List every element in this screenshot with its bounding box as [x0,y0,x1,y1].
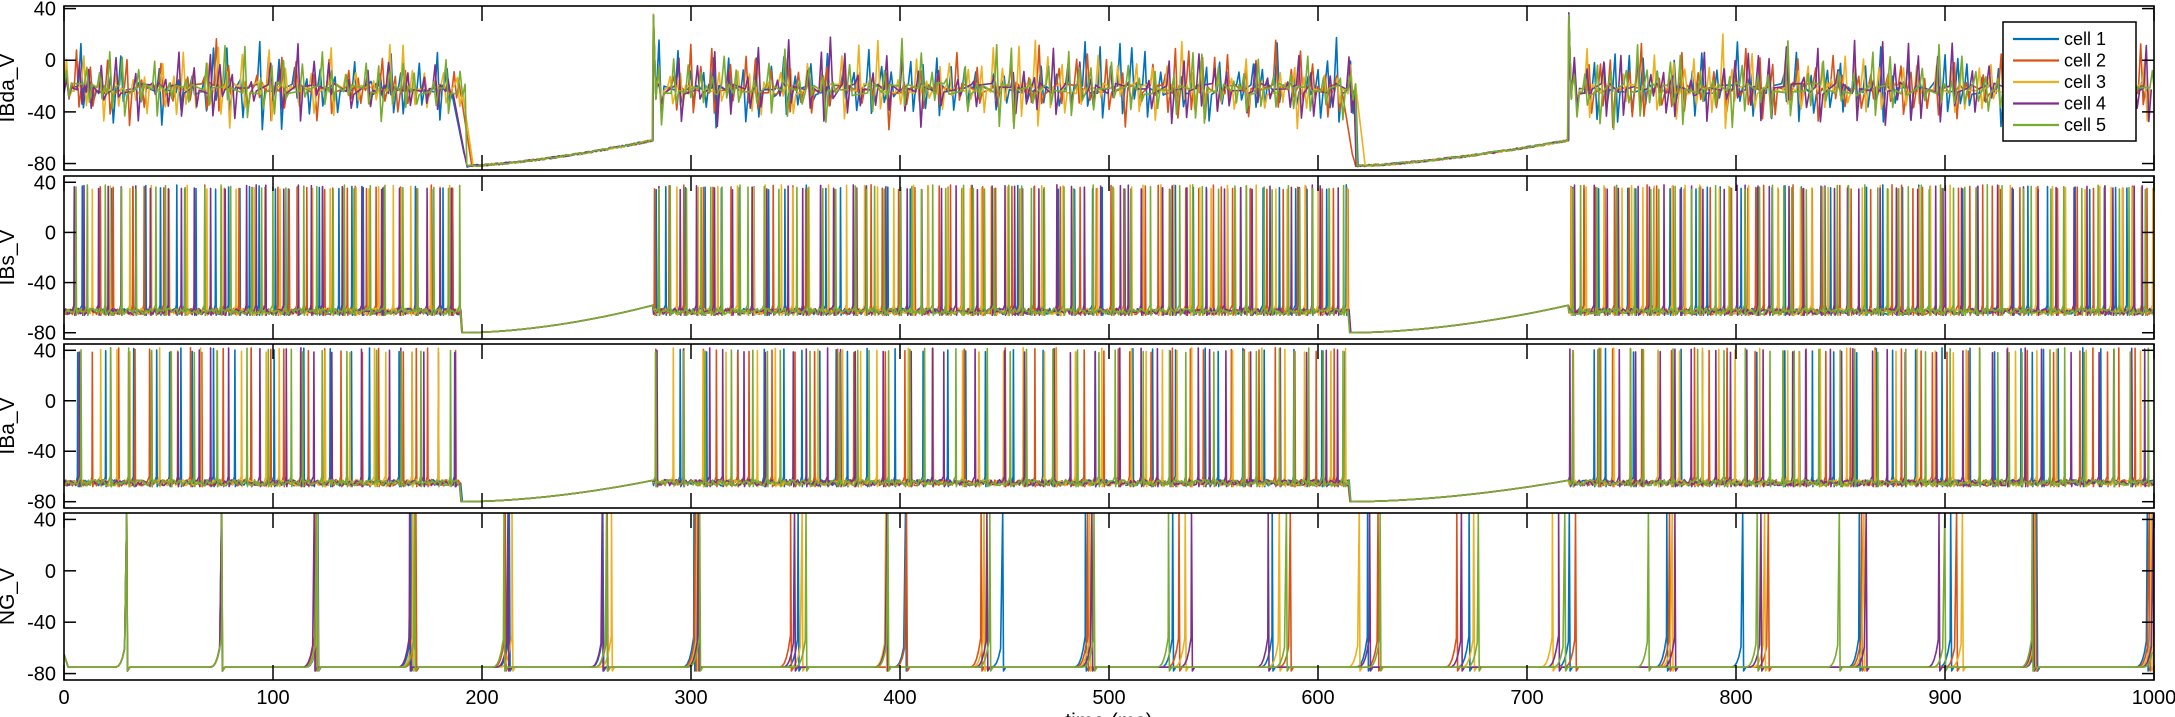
y-tick-label: 0 [45,561,56,583]
legend-entry: cell 2 [2064,51,2106,71]
y-tick-label: 40 [34,340,56,362]
x-tick-label: 500 [1092,687,1125,709]
y-tick-label: -40 [27,273,56,295]
x-tick-label: 100 [256,687,289,709]
x-tick-label: 600 [1301,687,1334,709]
y-tick-label: 40 [34,509,56,531]
y-tick-label: -40 [27,441,56,463]
y-tick-label: 0 [45,50,56,72]
x-tick-label: 400 [883,687,916,709]
x-tick-label: 800 [1719,687,1752,709]
y-tick-label: -80 [27,154,56,176]
series-line-cell-5 [64,347,2153,503]
x-tick-label: 0 [58,687,69,709]
series-line-cell-5 [64,14,2154,168]
x-tick-label: 300 [674,687,707,709]
x-axis-label: time (ms) [1065,710,1153,717]
y-tick-label: 0 [45,391,56,413]
series-line-cell-5 [64,513,2154,672]
y-tick-label: -80 [27,323,56,345]
y-tick-label: -80 [27,664,56,686]
x-tick-label: 1000 [2132,687,2175,709]
x-tick-label: 200 [465,687,498,709]
panel-NG_V: 40 0 -40 -80 NG_V [0,509,2155,686]
series-line-cell-4 [64,513,2154,672]
x-tick-label: 700 [1510,687,1543,709]
y-tick-label: -40 [27,612,56,634]
y-tick-label: 40 [34,172,56,194]
x-tick-label: 900 [1928,687,1961,709]
y-axis-label: IBs_V [0,229,19,285]
y-axis-label: IBa_V [0,397,19,454]
legend-entry: cell 5 [2064,115,2106,135]
y-tick-label: -80 [27,492,56,514]
panel-IBda_V: 40 0 -40 -80 IBda_V [0,0,2155,176]
y-tick-label: 0 [45,222,56,244]
legend-entry: cell 4 [2064,94,2106,114]
y-tick-label: -40 [27,102,56,124]
y-axis-label: IBda_V [0,54,19,123]
panel-IBs_V: 40 0 -40 -80 IBs_V [0,172,2155,345]
y-tick-label: 40 [34,0,56,21]
legend-entry: cell 3 [2064,72,2106,92]
y-axis-label: NG_V [0,568,19,625]
series-line-cell-5 [64,184,2154,334]
legend-entry: cell 1 [2064,29,2106,49]
panel-IBa_V: 40 0 -40 -80 IBa_V [0,340,2155,514]
